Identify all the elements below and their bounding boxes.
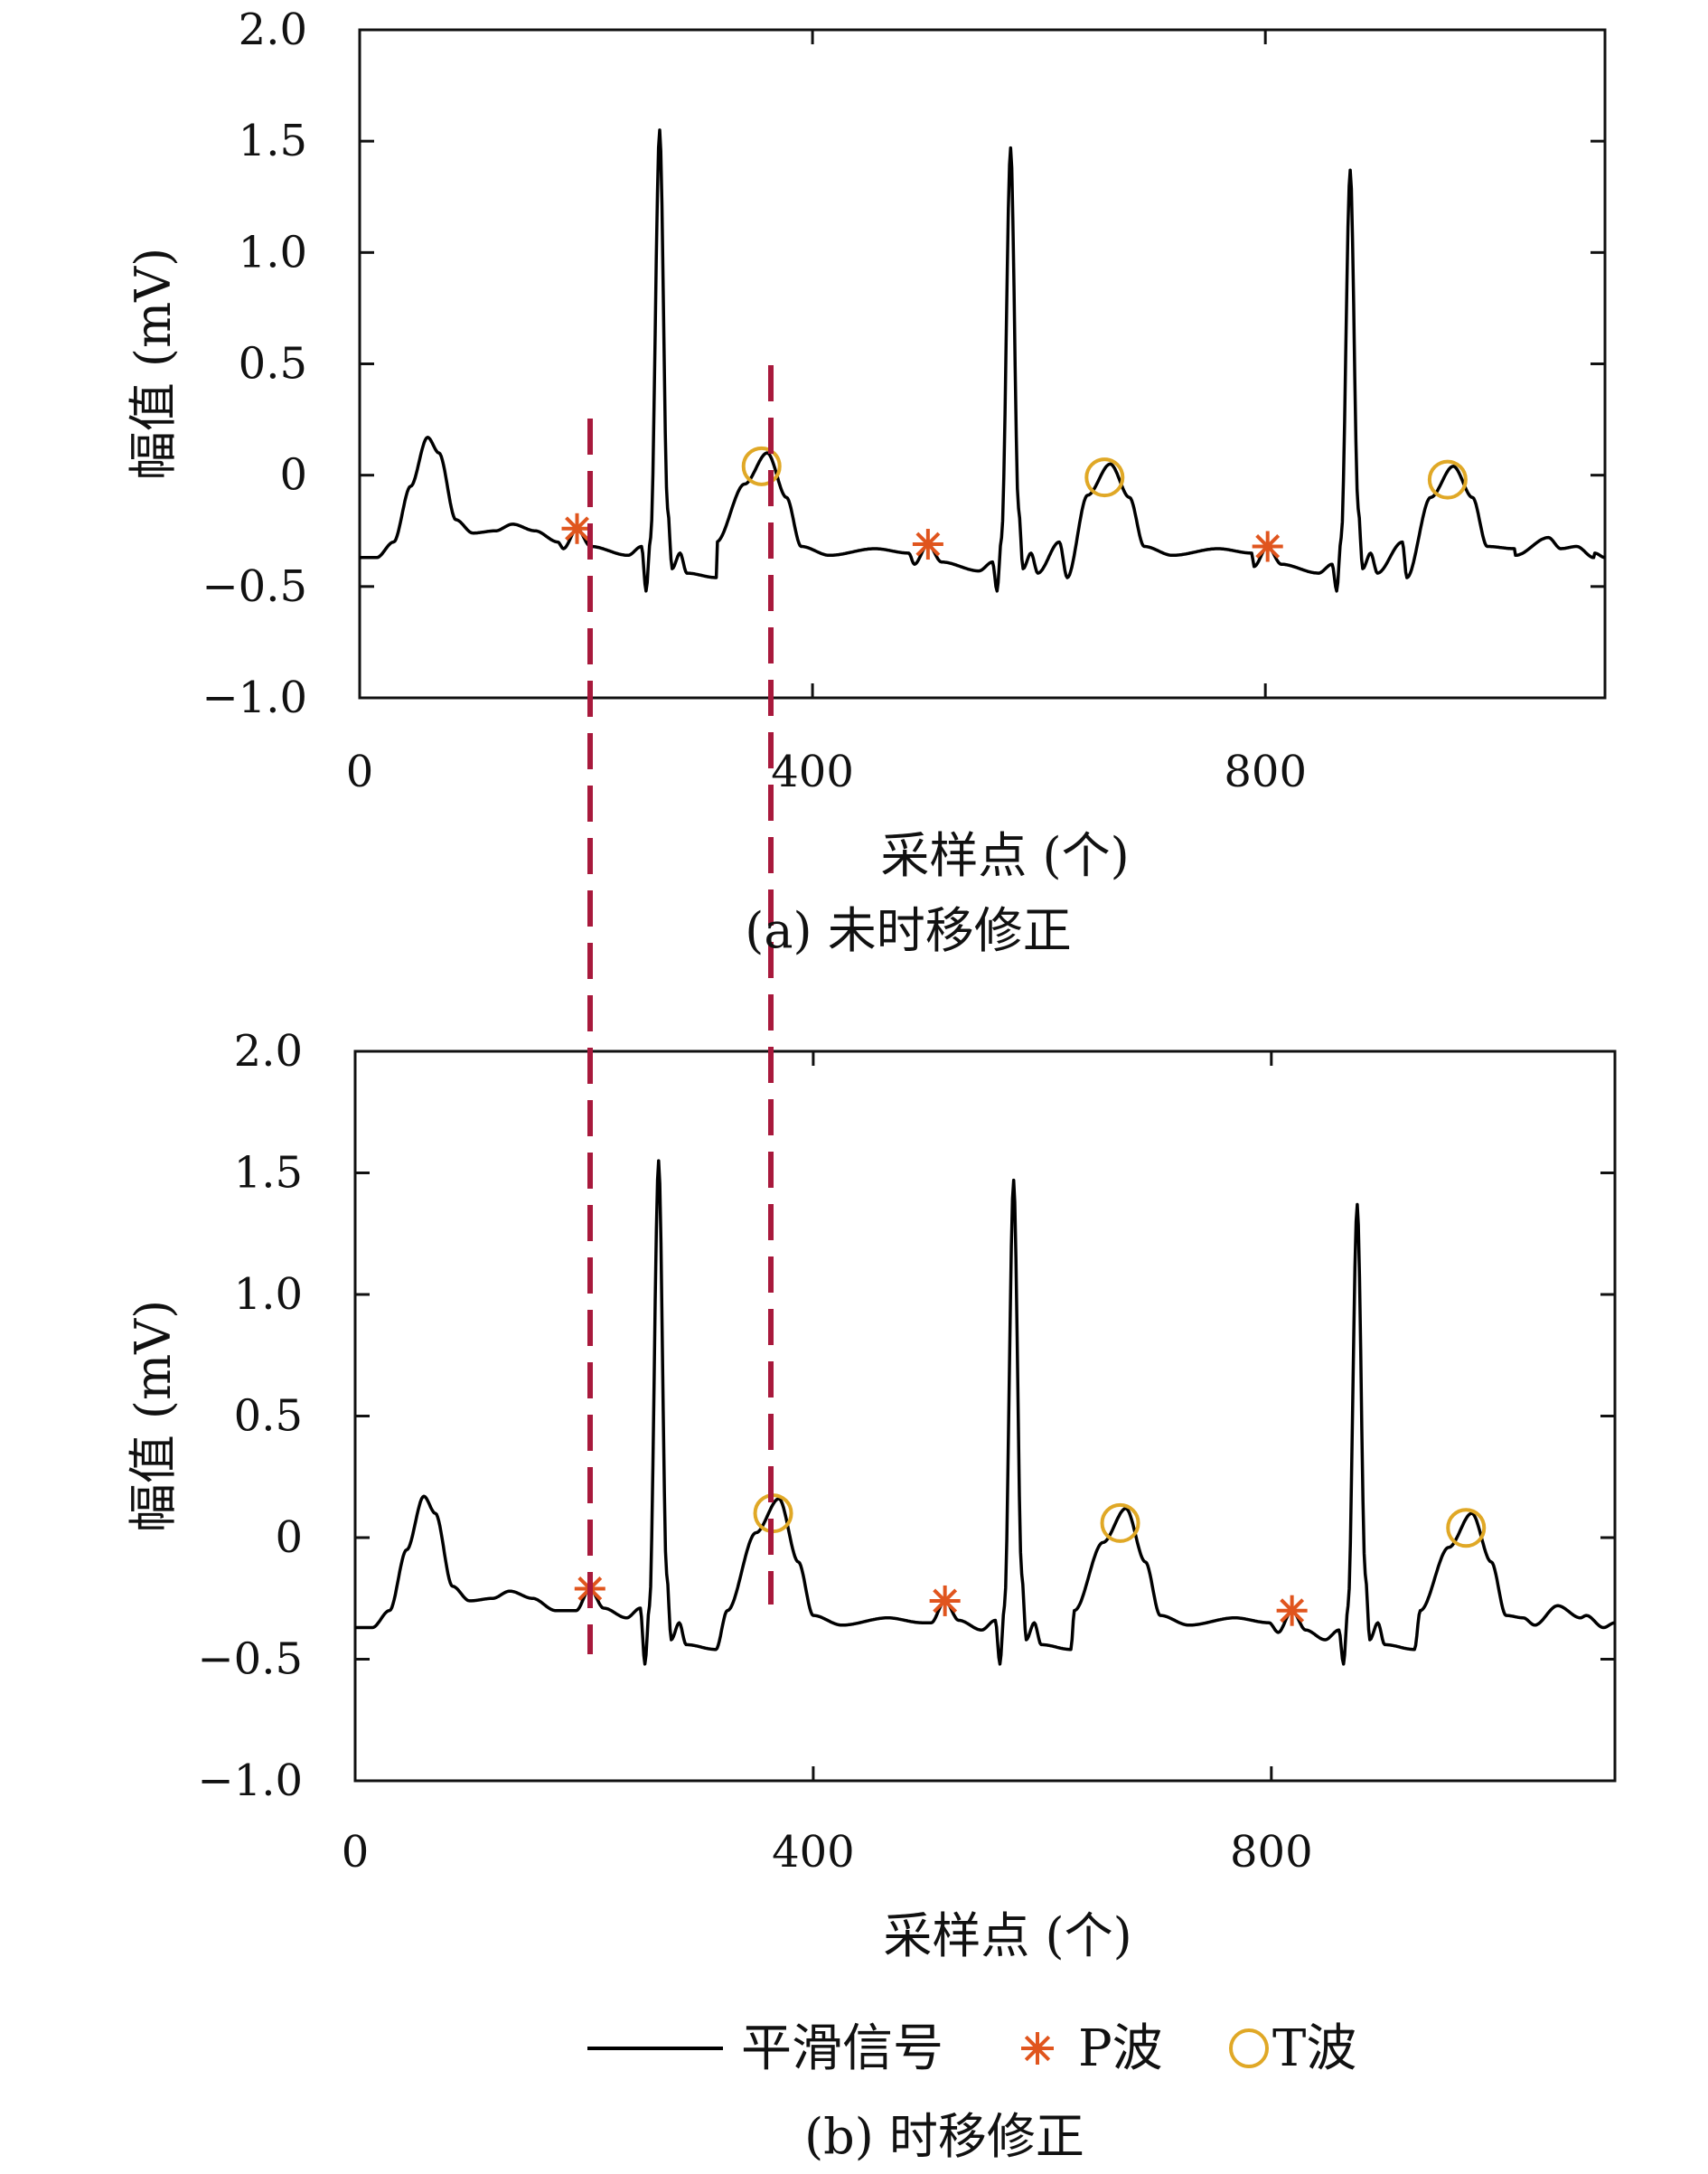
x-axis-label: 采样点 (个) xyxy=(883,1907,1131,1964)
panel-b: 2.0 1.5 1.0 0.5 0 −0.5 −1.0 0 400 800 采样点 (个) 幅值 (m… xyxy=(125,1026,1617,1964)
t-wave-marker xyxy=(1084,457,1125,498)
p-wave-marker xyxy=(929,1585,961,1616)
y-tick-label: 0.5 xyxy=(239,339,307,390)
legend-t-label: T波 xyxy=(1272,2019,1356,2078)
t-wave-marker xyxy=(1100,1502,1140,1543)
y-tick-label: −1.0 xyxy=(202,673,307,723)
y-tick-label: 1.0 xyxy=(234,1269,303,1320)
guide-lines xyxy=(587,365,774,1654)
p-wave-marker-stroke xyxy=(565,516,589,541)
plot-frame xyxy=(353,1049,1617,1783)
x-tick-label: 0 xyxy=(346,747,374,797)
panel-a: 2.0 1.5 1.0 0.5 0 −0.5 −1.0 0 400 800 采样点 (个) 幅值 (m… xyxy=(125,5,1607,884)
x-tick-label: 0 xyxy=(342,1827,370,1878)
legend-t-marker xyxy=(1229,2028,1269,2068)
x-tick-label: 800 xyxy=(1230,1827,1313,1878)
t-wave-marker xyxy=(1427,459,1468,500)
y-axis-label: 幅值 (mV) xyxy=(125,1300,182,1533)
p-wave-marker xyxy=(1252,531,1283,562)
legend-p-marker xyxy=(1021,2032,1054,2065)
y-tick-label: 1.0 xyxy=(239,227,307,278)
p-wave-marker-stroke xyxy=(1280,1598,1305,1623)
y-tick-label: 2.0 xyxy=(239,5,307,55)
y-tick-label: −1.0 xyxy=(197,1755,303,1806)
caption-b: (b) 时移修正 xyxy=(804,2108,1084,2165)
plot-frame xyxy=(358,28,1607,700)
y-tick-label: 0.5 xyxy=(234,1391,303,1442)
signal-line xyxy=(359,128,1606,593)
y-tick-label: 1.5 xyxy=(239,116,307,166)
p-wave-marker-stroke xyxy=(933,1588,958,1614)
x-axis-label: 采样点 (个) xyxy=(880,827,1129,884)
x-tick-label: 800 xyxy=(1224,747,1307,797)
legend: 平滑信号 P波 T波 xyxy=(587,2019,1356,2078)
y-tick-label: 2.0 xyxy=(234,1026,303,1077)
legend-signal-label: 平滑信号 xyxy=(741,2019,943,2078)
p-wave-marker-stroke xyxy=(1255,534,1281,559)
y-tick-label: −0.5 xyxy=(197,1634,303,1685)
legend-p-marker-stroke xyxy=(1024,2035,1051,2062)
x-tick-label: 400 xyxy=(771,747,854,797)
p-wave-marker xyxy=(561,513,593,544)
y-tick-label: 0 xyxy=(275,1512,303,1563)
x-tick-label: 400 xyxy=(772,1827,855,1878)
y-tick-label: 0 xyxy=(279,450,307,501)
p-wave-marker xyxy=(912,529,943,560)
signal-line xyxy=(354,1159,1616,1666)
y-tick-label: −0.5 xyxy=(202,561,307,612)
t-wave-marker xyxy=(1446,1508,1487,1548)
t-wave-marker xyxy=(741,446,782,486)
p-wave-marker xyxy=(1276,1595,1308,1626)
legend-p-label: P波 xyxy=(1078,2019,1163,2078)
y-tick-label: 1.5 xyxy=(234,1148,303,1199)
caption-a: (a) 未时移修正 xyxy=(745,902,1072,959)
y-axis-label: 幅值 (mV) xyxy=(125,248,182,481)
p-wave-marker-stroke xyxy=(915,532,941,557)
